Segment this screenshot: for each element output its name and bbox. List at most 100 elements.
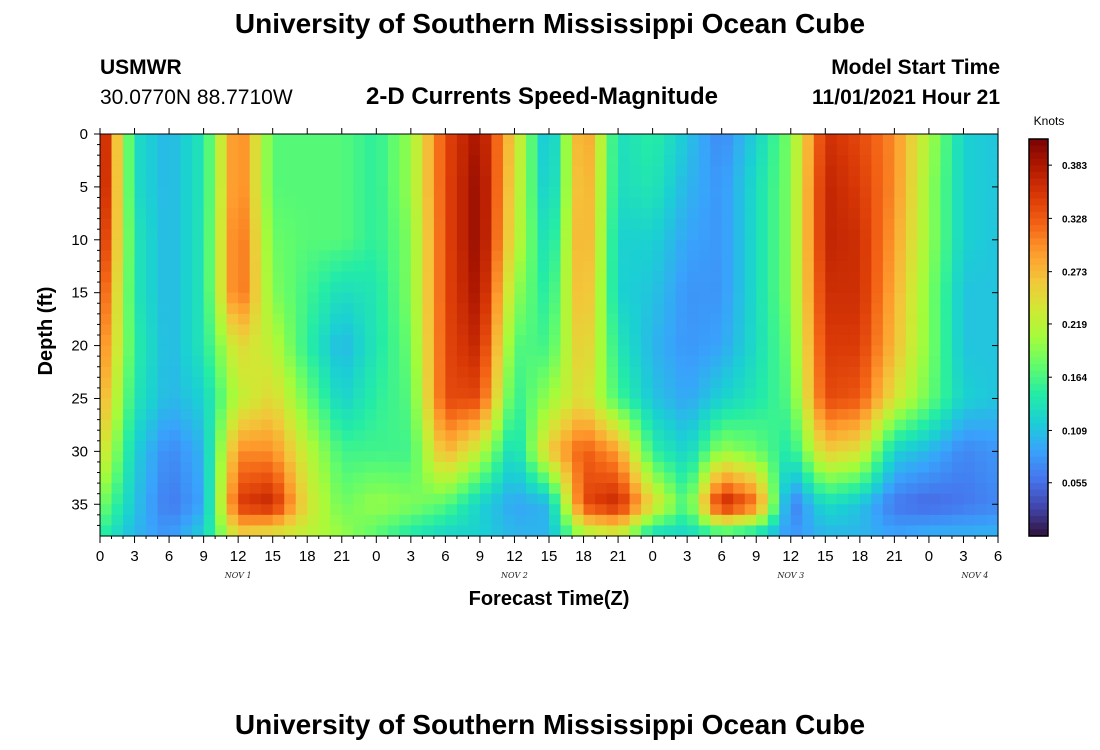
heatmap-cell <box>721 345 734 357</box>
heatmap-cell <box>376 144 389 156</box>
heatmap-cell <box>549 313 562 326</box>
heatmap-cell <box>387 303 400 315</box>
heatmap-cell <box>330 292 343 304</box>
heatmap-cell <box>986 313 999 326</box>
heatmap-cell <box>180 493 193 505</box>
heatmap-cell <box>134 451 147 463</box>
heatmap-cell <box>894 250 907 262</box>
heatmap-cell <box>928 271 942 283</box>
heatmap-cell <box>652 493 665 505</box>
heatmap-cell <box>157 282 170 294</box>
heatmap-cell <box>203 208 216 220</box>
heatmap-cell <box>790 144 803 156</box>
heatmap-cell <box>652 366 665 378</box>
heatmap-cell <box>215 504 228 516</box>
heatmap-cell <box>192 144 205 156</box>
heatmap-cell <box>491 504 504 516</box>
heatmap-cell <box>756 514 769 527</box>
heatmap-cell <box>422 313 435 326</box>
heatmap-cell <box>284 377 297 389</box>
heatmap-cell <box>318 229 331 241</box>
heatmap-cell <box>871 461 884 474</box>
heatmap-cell <box>514 165 527 177</box>
heatmap-cell <box>318 493 331 505</box>
day-label: NOV 1 <box>224 571 252 580</box>
colorbar-band <box>1029 344 1048 352</box>
heatmap-cell <box>525 186 539 199</box>
heatmap-cell <box>284 356 297 368</box>
heatmap-cell <box>836 324 849 336</box>
heatmap-cell <box>733 282 746 294</box>
heatmap-cell <box>675 186 688 199</box>
heatmap-cell <box>905 356 919 368</box>
heatmap-cell <box>963 229 976 241</box>
heatmap-cell <box>629 250 642 262</box>
heatmap-cell <box>652 430 665 442</box>
heatmap-cell <box>905 144 919 156</box>
heatmap-cell <box>456 144 470 156</box>
heatmap-cell <box>433 430 446 442</box>
heatmap-cell <box>606 335 619 347</box>
heatmap-cell <box>468 419 481 431</box>
heatmap-cell <box>330 155 343 167</box>
heatmap-cell <box>376 176 389 188</box>
heatmap-cell <box>928 345 942 357</box>
heatmap-cell <box>226 134 239 146</box>
heatmap-cell <box>169 377 182 389</box>
heatmap-cell <box>479 440 493 452</box>
x-tick-label: 0 <box>648 548 656 565</box>
heatmap-cell <box>445 250 458 262</box>
heatmap-cell <box>813 260 826 273</box>
heatmap-cell <box>848 313 861 326</box>
heatmap-cell <box>859 260 872 273</box>
heatmap-cell <box>652 208 665 220</box>
heatmap-cell <box>882 472 895 484</box>
heatmap-cell <box>364 366 377 378</box>
heatmap-cell <box>422 186 435 199</box>
heatmap-cell <box>951 525 965 537</box>
heatmap-cell <box>756 239 769 251</box>
heatmap-cell <box>376 345 389 357</box>
heatmap-cell <box>871 176 884 188</box>
heatmap-cell <box>192 292 205 304</box>
heatmap-cell <box>928 525 942 537</box>
heatmap-cell <box>215 387 228 400</box>
heatmap-cell <box>502 197 516 209</box>
heatmap-cell <box>330 324 343 336</box>
heatmap-cell <box>468 514 481 527</box>
heatmap-cell <box>410 472 423 484</box>
heatmap-cell <box>894 324 907 336</box>
heatmap-cell <box>848 493 861 505</box>
heatmap-cell <box>848 409 861 421</box>
heatmap-cell <box>318 377 331 389</box>
heatmap-cell <box>917 218 930 230</box>
heatmap-cell <box>572 419 585 431</box>
heatmap-cell <box>951 165 965 177</box>
x-tick-label: 3 <box>130 548 138 565</box>
heatmap-cell <box>353 356 366 368</box>
heatmap-cell <box>641 324 654 336</box>
heatmap-cell <box>698 239 711 251</box>
heatmap-cell <box>940 250 953 262</box>
heatmap-cell <box>572 440 585 452</box>
heatmap-cell <box>272 525 285 537</box>
heatmap-cell <box>353 250 366 262</box>
heatmap-cell <box>502 514 516 527</box>
heatmap-cell <box>894 313 907 326</box>
heatmap-cell <box>848 345 861 357</box>
heatmap-cell <box>917 303 930 315</box>
heatmap-cell <box>767 377 780 389</box>
heatmap-cell <box>951 197 965 209</box>
heatmap-cell <box>664 419 677 431</box>
y-tick-label: 5 <box>80 179 88 196</box>
heatmap-cell <box>157 504 170 516</box>
heatmap-cell <box>928 461 942 474</box>
heatmap-cell <box>940 134 953 146</box>
heatmap-cell <box>111 303 124 315</box>
heatmap-cell <box>848 335 861 347</box>
heatmap-cell <box>169 165 182 177</box>
heatmap-cell <box>146 197 159 209</box>
heatmap-cell <box>871 144 884 156</box>
heatmap-cell <box>606 419 619 431</box>
heatmap-cell <box>974 229 988 241</box>
